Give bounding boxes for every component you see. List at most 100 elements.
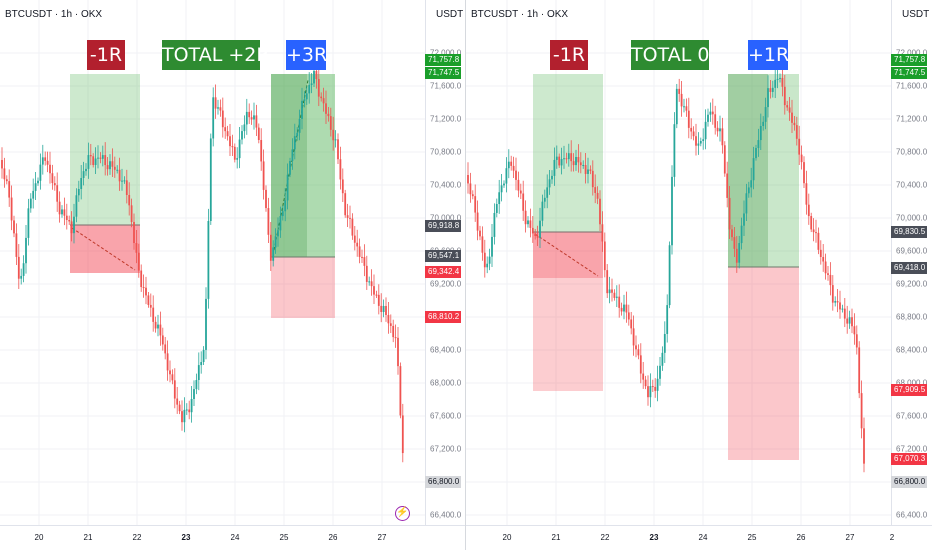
candle-body xyxy=(678,88,681,94)
candle-body xyxy=(695,136,697,146)
candle-body xyxy=(133,221,135,244)
candle-body xyxy=(389,323,392,326)
candle-body xyxy=(37,180,39,184)
candle-body xyxy=(272,247,275,261)
price-tick-label: 68,000.0 xyxy=(430,378,462,388)
candle-body xyxy=(224,127,227,132)
candle-body xyxy=(27,208,30,238)
candle-body xyxy=(401,415,404,454)
candle-body xyxy=(474,196,477,213)
candle-body xyxy=(368,281,371,283)
candle-body xyxy=(310,83,313,85)
candle-body xyxy=(615,296,618,298)
candle-body xyxy=(779,77,781,79)
candle-body xyxy=(293,136,296,150)
long-position-profit-zone xyxy=(533,74,603,232)
candle-body xyxy=(721,128,724,146)
price-tick-label: 70,400.0 xyxy=(896,180,928,190)
candle-body xyxy=(692,131,695,137)
candle-body xyxy=(620,307,623,312)
plot-area[interactable] xyxy=(0,0,425,525)
candle-body xyxy=(10,197,13,221)
chart-panel-left[interactable]: BTCUSDT · 1h · OKX -1R TOTAL +2R +3R USD… xyxy=(0,0,466,550)
price-scale[interactable]: USDT 72,000.0 71,600.0 71,200.0 70,800.0 70,… xyxy=(891,0,932,525)
long-position-stop-zone xyxy=(70,225,140,273)
candle-body xyxy=(255,115,258,128)
candle-body xyxy=(94,158,97,165)
price-tick-label: 70,000.0 xyxy=(430,213,462,223)
candle-body xyxy=(603,241,606,271)
time-tick-label: 23 xyxy=(181,533,191,542)
candle-body xyxy=(301,100,303,119)
candle-body xyxy=(154,321,157,329)
candle-body xyxy=(505,168,508,184)
price-badge-dark: 69,547.1 xyxy=(425,250,461,262)
candle-body xyxy=(807,204,810,217)
candle-body xyxy=(639,355,642,374)
candle-body xyxy=(361,256,363,258)
panel-divider[interactable] xyxy=(465,0,466,550)
candle-body xyxy=(382,305,385,312)
candle-body xyxy=(623,304,625,312)
price-tick-label: 69,600.0 xyxy=(896,246,928,256)
symbol-title[interactable]: BTCUSDT · 1h · OKX xyxy=(5,9,103,20)
candle-body xyxy=(649,386,652,398)
candle-body xyxy=(22,263,25,276)
candle-body xyxy=(776,78,779,80)
label-total: TOTAL 0 xyxy=(631,44,710,66)
price-tick-label: 72,000.0 xyxy=(896,48,928,58)
candle-body xyxy=(140,270,143,288)
candle-body xyxy=(839,302,841,310)
time-scale[interactable]: 20 21 22 23 24 25 26 27 2 xyxy=(466,525,932,550)
candle-body xyxy=(788,107,791,113)
candle-body xyxy=(303,99,306,101)
label-minus-1r: -1R xyxy=(89,44,123,66)
candle-body xyxy=(654,386,657,391)
candle-body xyxy=(92,156,95,165)
candle-body xyxy=(32,190,35,199)
candle-body xyxy=(332,129,335,141)
candle-body xyxy=(625,304,628,313)
candle-body xyxy=(363,257,366,266)
price-badge-green: 71,757.8 xyxy=(891,54,927,66)
candle-body xyxy=(269,234,272,261)
candle-body xyxy=(815,232,817,234)
candle-body xyxy=(831,285,834,303)
candle-body xyxy=(279,216,282,231)
candle-body xyxy=(161,335,164,345)
candle-body xyxy=(68,219,71,222)
candle-body xyxy=(70,221,73,234)
candle-body xyxy=(17,256,20,279)
price-tick-label: 70,800.0 xyxy=(896,147,928,157)
currency-label: USDT xyxy=(436,9,464,20)
candle-body xyxy=(212,97,215,139)
price-badge-dark: 69,418.0 xyxy=(891,262,927,274)
price-chart[interactable] xyxy=(0,0,425,525)
chart-panel-right[interactable]: BTCUSDT · 1h · OKX -1R TOTAL 0 +1R USDT … xyxy=(466,0,932,550)
plot-area[interactable] xyxy=(466,0,891,525)
candle-body xyxy=(793,122,796,126)
candle-body xyxy=(238,139,241,159)
label-background xyxy=(748,40,788,70)
price-chart[interactable] xyxy=(466,0,891,525)
candle-body xyxy=(49,164,51,174)
symbol-title[interactable]: BTCUSDT · 1h · OKX xyxy=(471,9,569,20)
candle-body xyxy=(202,349,205,363)
price-badge-dark: 69,830.5 xyxy=(891,226,927,238)
candle-body xyxy=(334,139,337,141)
candle-body xyxy=(193,389,195,399)
label-background xyxy=(631,40,709,70)
candle-body xyxy=(152,307,155,322)
candle-body xyxy=(829,274,832,286)
candle-body xyxy=(39,164,42,181)
candle-body xyxy=(750,180,753,188)
candle-body xyxy=(82,171,85,178)
candle-body xyxy=(812,229,815,233)
candle-body xyxy=(740,225,743,244)
time-scale[interactable]: 20 21 22 23 24 25 26 27 xyxy=(0,525,466,550)
price-scale[interactable]: USDT 72,000.0 71,600.0 71,200.0 70,800.0 70,… xyxy=(425,0,466,525)
price-badge-green: 71,747.5 xyxy=(891,67,927,79)
tradingview-lightning-icon[interactable]: ⚡ xyxy=(395,506,410,521)
candle-body xyxy=(745,193,748,214)
